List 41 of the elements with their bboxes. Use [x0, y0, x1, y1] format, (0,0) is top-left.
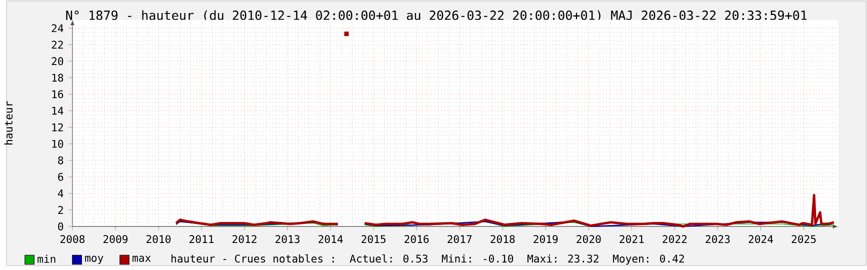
text: Mini: -0.10 [442, 254, 514, 263]
y-tick-label: 24 [52, 24, 64, 32]
x-tick-label: 2021 [620, 235, 644, 244]
x-tick-label: 2023 [706, 235, 730, 244]
x-tick-label: 2024 [748, 235, 773, 244]
y-tick-label: 4 [58, 189, 64, 198]
y-tick-label: 8 [58, 156, 64, 164]
text: Moyen: 0.42 [613, 254, 684, 265]
y-tick-label: 6 [58, 172, 64, 181]
x-tick-label: 2017 [448, 235, 472, 244]
x-tick-label: 2016 [404, 235, 429, 244]
x-tick-label: 2010 [146, 235, 171, 244]
y-tick-label: 0 [58, 222, 64, 230]
text: Actuel: 0.53 [350, 254, 428, 263]
legend-label: max [132, 256, 151, 262]
y-tick-label: 20 [52, 57, 64, 66]
text: Maxi: 23.32 [527, 254, 598, 263]
legend-label: moy [85, 256, 104, 264]
x-tick-label: 2025 [792, 235, 816, 244]
x-tick-label: 2015 [362, 235, 386, 244]
x-tick-label: 2022 [662, 235, 687, 244]
x-tick-label: 2020 [576, 235, 601, 244]
chart-title: N° 1879 - hauteur (du 2010-12-14 02:00:00+01 au 2026-03-22 20:00:00+01) MAJ 2026-03-22 20:33:59+01 [66, 10, 807, 22]
y-tick-label: 14 [52, 106, 64, 115]
y-tick-label: 22 [52, 40, 63, 49]
x-tick-label: 2009 [104, 235, 128, 244]
y-tick-label: 18 [52, 74, 64, 82]
x-tick-label: 2019 [534, 235, 558, 244]
legend-label: min [38, 254, 56, 263]
x-tick-label: 2013 [276, 235, 300, 244]
x-tick-label: 2014 [318, 235, 343, 244]
x-tick-label: 2012 [232, 235, 256, 244]
y-axis-title: hauteur [4, 101, 13, 144]
y-tick-label: 16 [52, 90, 64, 98]
text: hauteur - Crues notables : [172, 254, 334, 263]
y-tick-label: 10 [52, 140, 64, 148]
y-tick-label: 2 [58, 206, 63, 214]
x-tick-label: 2008 [60, 235, 85, 244]
x-tick-label: 2018 [490, 235, 515, 244]
x-tick-label: 2011 [190, 235, 214, 244]
y-tick-label: 12 [52, 123, 63, 132]
